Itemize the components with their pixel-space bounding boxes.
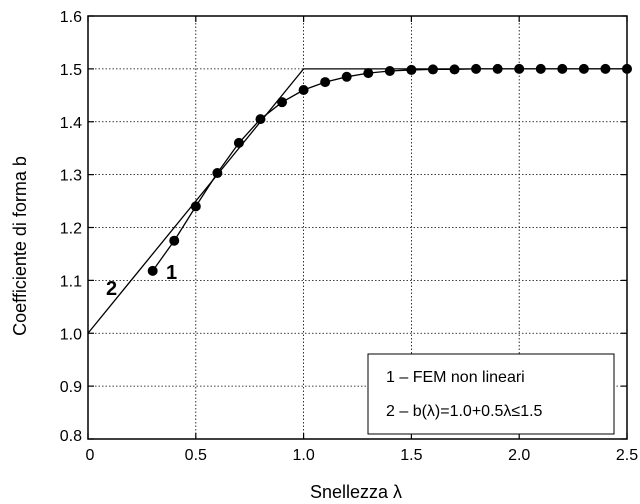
x-tick-label: 0.5 bbox=[185, 447, 207, 464]
y-tick-label: 1.6 bbox=[60, 9, 82, 26]
curve-label-2: 2 bbox=[106, 278, 117, 300]
y-tick-label: 0.8 bbox=[60, 428, 82, 445]
legend-box bbox=[367, 353, 615, 435]
curve-labels: 21 bbox=[106, 262, 177, 300]
series-1-point bbox=[212, 168, 223, 179]
series-1-point bbox=[341, 71, 352, 82]
ticks: 0 0.5 1.0 1.5 2.0 2.5 0.8 0.9 1.0 1.1 1.2 1.3 1.4 1.5… bbox=[60, 9, 638, 464]
x-tick-label: 0 bbox=[86, 447, 95, 464]
series-1-point bbox=[277, 97, 288, 108]
series-1-point bbox=[427, 64, 438, 75]
series-1-point bbox=[535, 63, 546, 74]
series-1-point bbox=[147, 265, 158, 276]
series-1-point bbox=[449, 64, 460, 75]
series-1-point bbox=[471, 63, 482, 74]
curve-label-1: 1 bbox=[166, 262, 177, 284]
series-1-point bbox=[363, 68, 374, 79]
y-axis-label: Coefficiente di forma b bbox=[10, 156, 30, 336]
series-1-point bbox=[169, 235, 180, 246]
series-1-point bbox=[298, 85, 309, 96]
series-1-point bbox=[384, 65, 395, 76]
series-1-point bbox=[557, 63, 568, 74]
series-1-point bbox=[190, 201, 201, 212]
y-tick-label: 0.9 bbox=[60, 379, 82, 396]
x-tick-label: 2.5 bbox=[616, 447, 638, 464]
legend-entry-1: 1 – FEM non lineari bbox=[386, 369, 525, 386]
y-tick-label: 1.3 bbox=[60, 168, 82, 185]
x-tick-label: 1.5 bbox=[400, 447, 422, 464]
y-tick-label: 1.5 bbox=[60, 62, 82, 79]
series-1-point bbox=[578, 63, 589, 74]
series-1-point bbox=[233, 137, 244, 148]
series-1-point bbox=[600, 63, 611, 74]
x-axis-label: Snellezza λ bbox=[310, 482, 402, 502]
legend: 1 – FEM non lineari 2 – b(λ)=1.0+0.5λ≤1.… bbox=[367, 353, 615, 435]
legend-entry-2: 2 – b(λ)=1.0+0.5λ≤1.5 bbox=[386, 403, 543, 420]
x-tick-label: 2.0 bbox=[508, 447, 530, 464]
y-tick-label: 1.2 bbox=[60, 221, 82, 238]
series-layer bbox=[87, 63, 632, 334]
x-tick-label: 1.0 bbox=[292, 447, 314, 464]
y-tick-label: 1.0 bbox=[60, 326, 82, 343]
series-1-point bbox=[320, 77, 331, 88]
y-tick-label: 1.1 bbox=[60, 273, 82, 290]
series-1-point bbox=[514, 63, 525, 74]
y-tick-label: 1.4 bbox=[60, 115, 82, 132]
series-1-point bbox=[255, 114, 266, 125]
series-1-point bbox=[406, 64, 417, 75]
series-1-point bbox=[492, 63, 503, 74]
